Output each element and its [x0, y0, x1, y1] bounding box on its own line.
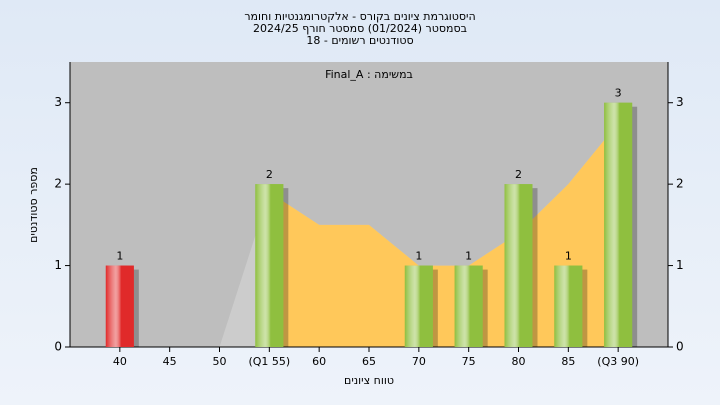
- annotation: Final_A : במשימה: [325, 68, 413, 81]
- y2-tick-label: 1: [676, 258, 684, 272]
- value-label: 1: [465, 250, 472, 263]
- x-tick-label: 75: [462, 355, 476, 368]
- x-axis-label: טווח ציונים: [344, 374, 394, 387]
- value-label: 2: [515, 168, 522, 181]
- y-tick-label: 1: [54, 258, 62, 272]
- bar: [255, 184, 284, 347]
- title-line: סטודנטים רשומים - 18: [306, 34, 413, 47]
- value-label: 1: [565, 250, 572, 263]
- bar: [504, 184, 533, 347]
- x-tick-label: (Q1 55): [248, 355, 290, 368]
- y-axis-label: מספר סטודנטים: [27, 167, 40, 243]
- value-label: 2: [266, 168, 273, 181]
- y-tick-label: 0: [54, 340, 62, 354]
- value-label: 1: [415, 250, 422, 263]
- x-tick-label: 80: [512, 355, 526, 368]
- bar: [105, 265, 134, 347]
- bar: [404, 265, 433, 347]
- title-line: בסמסטר (01/2024) סמסטר חורף 2024/25: [253, 22, 467, 35]
- x-tick-label: 65: [362, 355, 376, 368]
- y2-tick-label: 0: [676, 340, 684, 354]
- y2-tick-label: 3: [676, 95, 684, 109]
- x-tick-label: 40: [113, 355, 127, 368]
- x-tick-label: (Q3 90): [597, 355, 639, 368]
- value-label: 1: [116, 250, 123, 263]
- x-tick-label: 70: [412, 355, 426, 368]
- x-tick-label: 60: [312, 355, 326, 368]
- title-line: היסטוגרמת ציונים בקורס - אלקטרומגנטיות ו…: [244, 10, 475, 23]
- x-tick-label: 45: [163, 355, 177, 368]
- bar: [454, 265, 483, 347]
- y2-tick-label: 2: [676, 177, 684, 191]
- x-tick-label: 85: [561, 355, 575, 368]
- value-label: 3: [615, 87, 622, 100]
- y-tick-label: 2: [54, 177, 62, 191]
- bar: [554, 265, 583, 347]
- x-tick-label: 50: [213, 355, 227, 368]
- y-tick-label: 3: [54, 95, 62, 109]
- bar: [604, 102, 633, 347]
